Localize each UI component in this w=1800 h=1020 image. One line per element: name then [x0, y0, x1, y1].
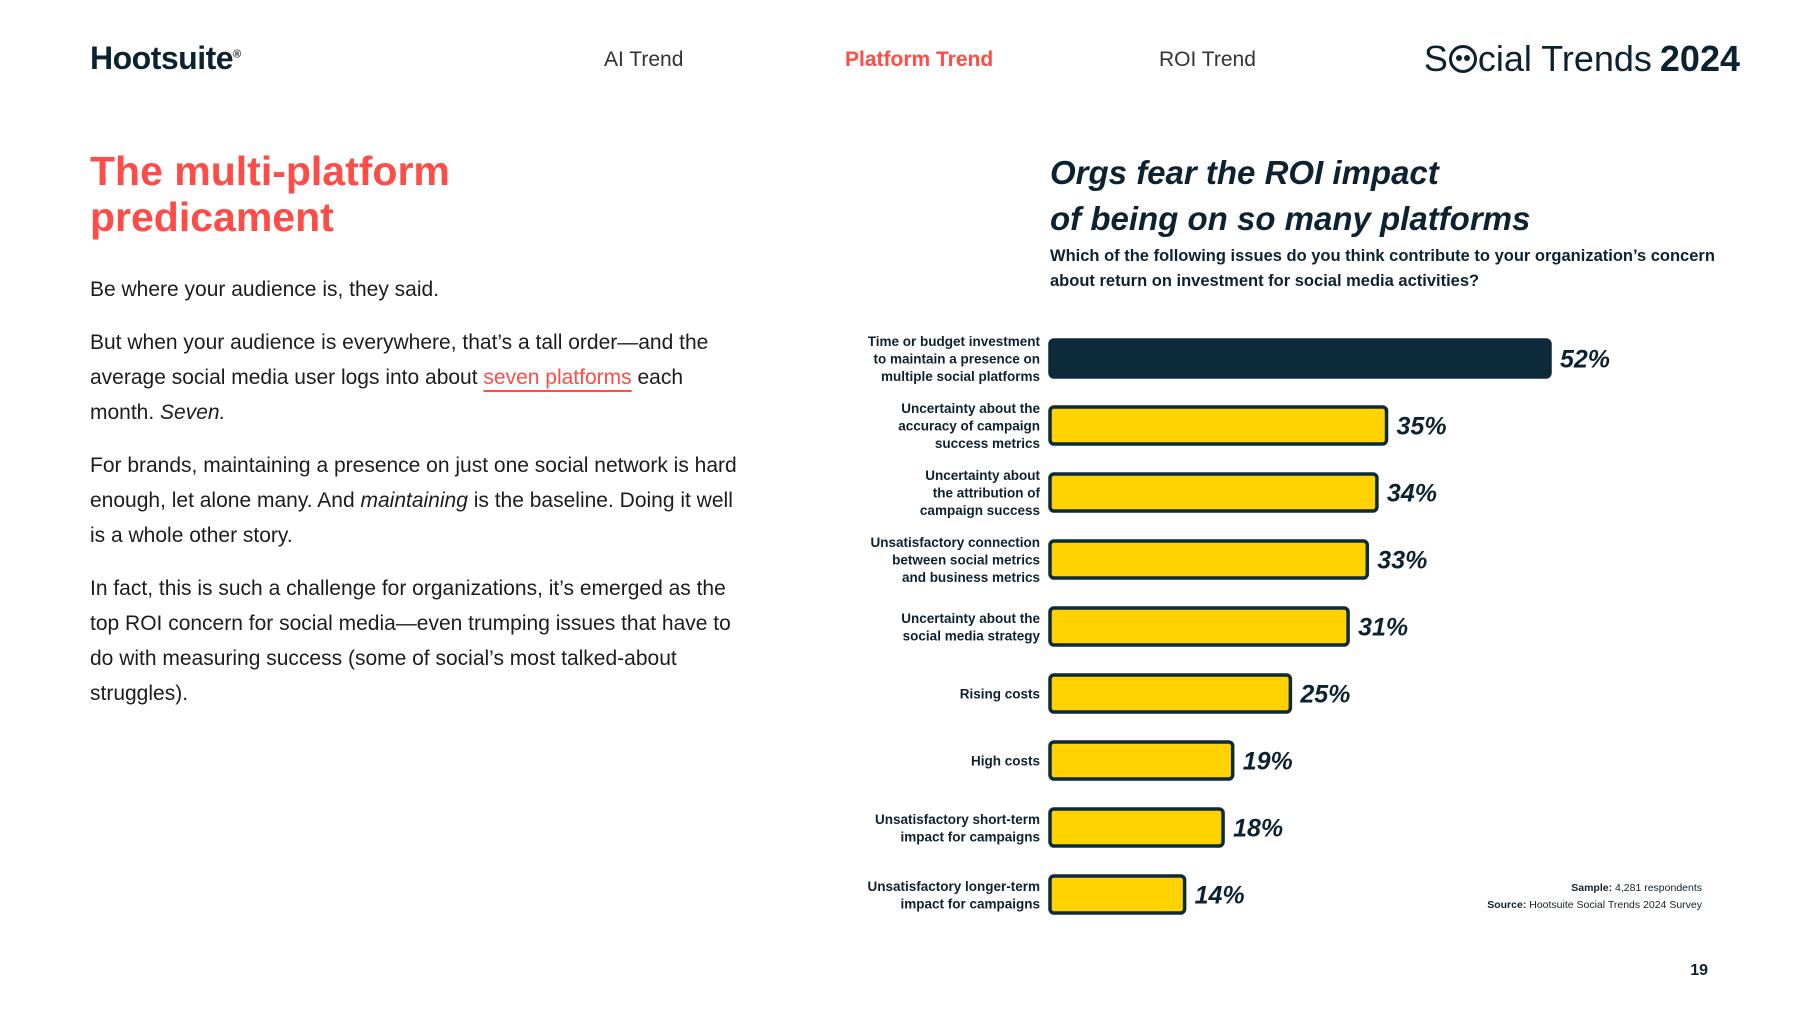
- brand-text-start: S: [1423, 38, 1448, 79]
- logo-text: Hootsuite: [90, 40, 234, 76]
- headline-line-1: The multi-platform: [90, 148, 450, 194]
- category-label-5: Rising costs: [960, 687, 1040, 702]
- value-label-5: 25%: [1299, 681, 1350, 709]
- value-label-3: 33%: [1377, 547, 1427, 575]
- category-label-1: Uncertainty about the accuracy of campaig…: [898, 401, 1040, 451]
- seven-platforms-link[interactable]: seven platforms: [483, 366, 632, 389]
- category-label-0-line-2: multiple social platforms: [881, 369, 1040, 384]
- hootsuite-logo[interactable]: Hootsuite®: [90, 40, 241, 77]
- value-label-8: 14%: [1195, 882, 1245, 910]
- nav-ai-trend[interactable]: AI Trend: [604, 48, 684, 71]
- article-body: Be where your audience is, they said. Bu…: [90, 272, 740, 729]
- paragraph-3-emphasis: maintaining: [360, 489, 468, 512]
- category-label-1-line-2: success metrics: [935, 436, 1040, 451]
- category-label-6: High costs: [971, 754, 1040, 769]
- category-label-2-line-2: campaign success: [920, 503, 1040, 518]
- value-label-4: 31%: [1358, 614, 1408, 642]
- headline-line-2: predicament: [90, 194, 334, 240]
- value-label-6: 19%: [1243, 748, 1293, 776]
- value-label-2: 34%: [1387, 480, 1437, 508]
- top-navigation: Hootsuite® AI Trend Platform Trend ROI T…: [0, 0, 1800, 120]
- paragraph-3: For brands, maintaining a presence on ju…: [90, 448, 740, 553]
- category-label-8-line-0: Unsatisfactory longer-term: [867, 879, 1040, 894]
- paragraph-1: Be where your audience is, they said.: [90, 278, 440, 301]
- category-label-0: Time or budget investment to maintain a p…: [868, 334, 1041, 384]
- logo-mark: ®: [233, 48, 241, 61]
- nav-roi-trend[interactable]: ROI Trend: [1159, 48, 1256, 71]
- bar-7: [1048, 807, 1225, 848]
- paragraph-2-text-b: each month.: [90, 366, 684, 424]
- paragraph-4: In fact, this is such a challenge for or…: [90, 577, 731, 705]
- source-label: Source:: [1487, 899, 1527, 911]
- sample-note: Sample: 4,281 respondents: [1571, 882, 1702, 894]
- category-label-3-line-0: Unsatisfactory connection: [870, 535, 1040, 550]
- category-label-0-line-1: to maintain a presence on: [873, 352, 1040, 367]
- bar-2: [1048, 472, 1379, 513]
- bar-5: [1048, 673, 1293, 714]
- value-label-7: 18%: [1233, 815, 1283, 843]
- bar-1: [1048, 405, 1389, 446]
- value-label-1: 35%: [1397, 413, 1447, 441]
- category-label-5-line-0: Rising costs: [960, 687, 1040, 702]
- paragraph-3-text-b: is the baseline. Doing it well is a whol…: [90, 489, 733, 547]
- category-label-3-line-2: and business metrics: [902, 570, 1040, 585]
- category-label-3: Unsatisfactory connection between social …: [870, 535, 1040, 585]
- page-headline: The multi-platform predicament: [90, 148, 610, 240]
- category-label-2-line-0: Uncertainty about: [925, 468, 1040, 483]
- chart-title: Orgs fear the ROI impact of being on so …: [1050, 150, 1750, 242]
- category-label-8: Unsatisfactory longer-term impact for cam…: [867, 879, 1040, 912]
- source-value: Hootsuite Social Trends 2024 Survey: [1529, 899, 1702, 911]
- category-label-7-line-0: Unsatisfactory short-term: [875, 812, 1040, 827]
- paragraph-3-text-a: For brands, maintaining a presence on ju…: [90, 454, 737, 512]
- category-label-7: Unsatisfactory short-term impact for camp…: [875, 812, 1040, 845]
- category-label-4: Uncertainty about the social media strate…: [901, 611, 1040, 644]
- category-label-6-line-0: High costs: [971, 754, 1040, 769]
- nav-platform-trend[interactable]: Platform Trend: [845, 48, 994, 71]
- bar-chart: Time or budget investment to maintain a p…: [867, 334, 1610, 915]
- bar-3: [1048, 539, 1370, 580]
- brand-text-end: cial Trends: [1477, 38, 1652, 79]
- chart-subtitle: Which of the following issues do you thi…: [1050, 247, 1715, 290]
- paragraph-2: But when your audience is everywhere, th…: [90, 325, 740, 430]
- category-label-4-line-0: Uncertainty about the: [901, 611, 1040, 626]
- category-label-3-line-1: between social metrics: [892, 553, 1040, 568]
- category-label-7-line-1: impact for campaigns: [900, 829, 1040, 844]
- source-note: Source: Hootsuite Social Trends 2024 Sur…: [1487, 899, 1702, 911]
- sample-value: 4,281 respondents: [1615, 882, 1702, 894]
- chart-title-line-1: Orgs fear the ROI impact: [1050, 154, 1439, 191]
- bar-0: [1048, 338, 1552, 379]
- bar-4: [1048, 606, 1350, 647]
- category-label-0-line-0: Time or budget investment: [868, 334, 1041, 349]
- category-label-2-line-1: the attribution of: [933, 486, 1041, 501]
- category-label-1-line-1: accuracy of campaign: [898, 419, 1040, 434]
- category-label-8-line-1: impact for campaigns: [900, 896, 1040, 911]
- chart-title-line-2: of being on so many platforms: [1050, 200, 1531, 237]
- category-label-2: Uncertainty about the attribution of campa…: [920, 468, 1041, 518]
- bar-6: [1048, 740, 1235, 781]
- sample-label: Sample:: [1571, 882, 1613, 894]
- brand-year: 2024: [1659, 38, 1740, 79]
- owl-icon: [1448, 45, 1477, 73]
- bar-8: [1048, 874, 1187, 915]
- page-number: 19: [1690, 962, 1708, 979]
- value-label-0: 52%: [1560, 346, 1610, 374]
- paragraph-2-emphasis: Seven.: [160, 401, 226, 424]
- category-label-4-line-1: social media strategy: [903, 628, 1041, 643]
- paragraph-2-text-a: But when your audience is everywhere, th…: [90, 331, 709, 389]
- category-label-1-line-0: Uncertainty about the: [901, 401, 1040, 416]
